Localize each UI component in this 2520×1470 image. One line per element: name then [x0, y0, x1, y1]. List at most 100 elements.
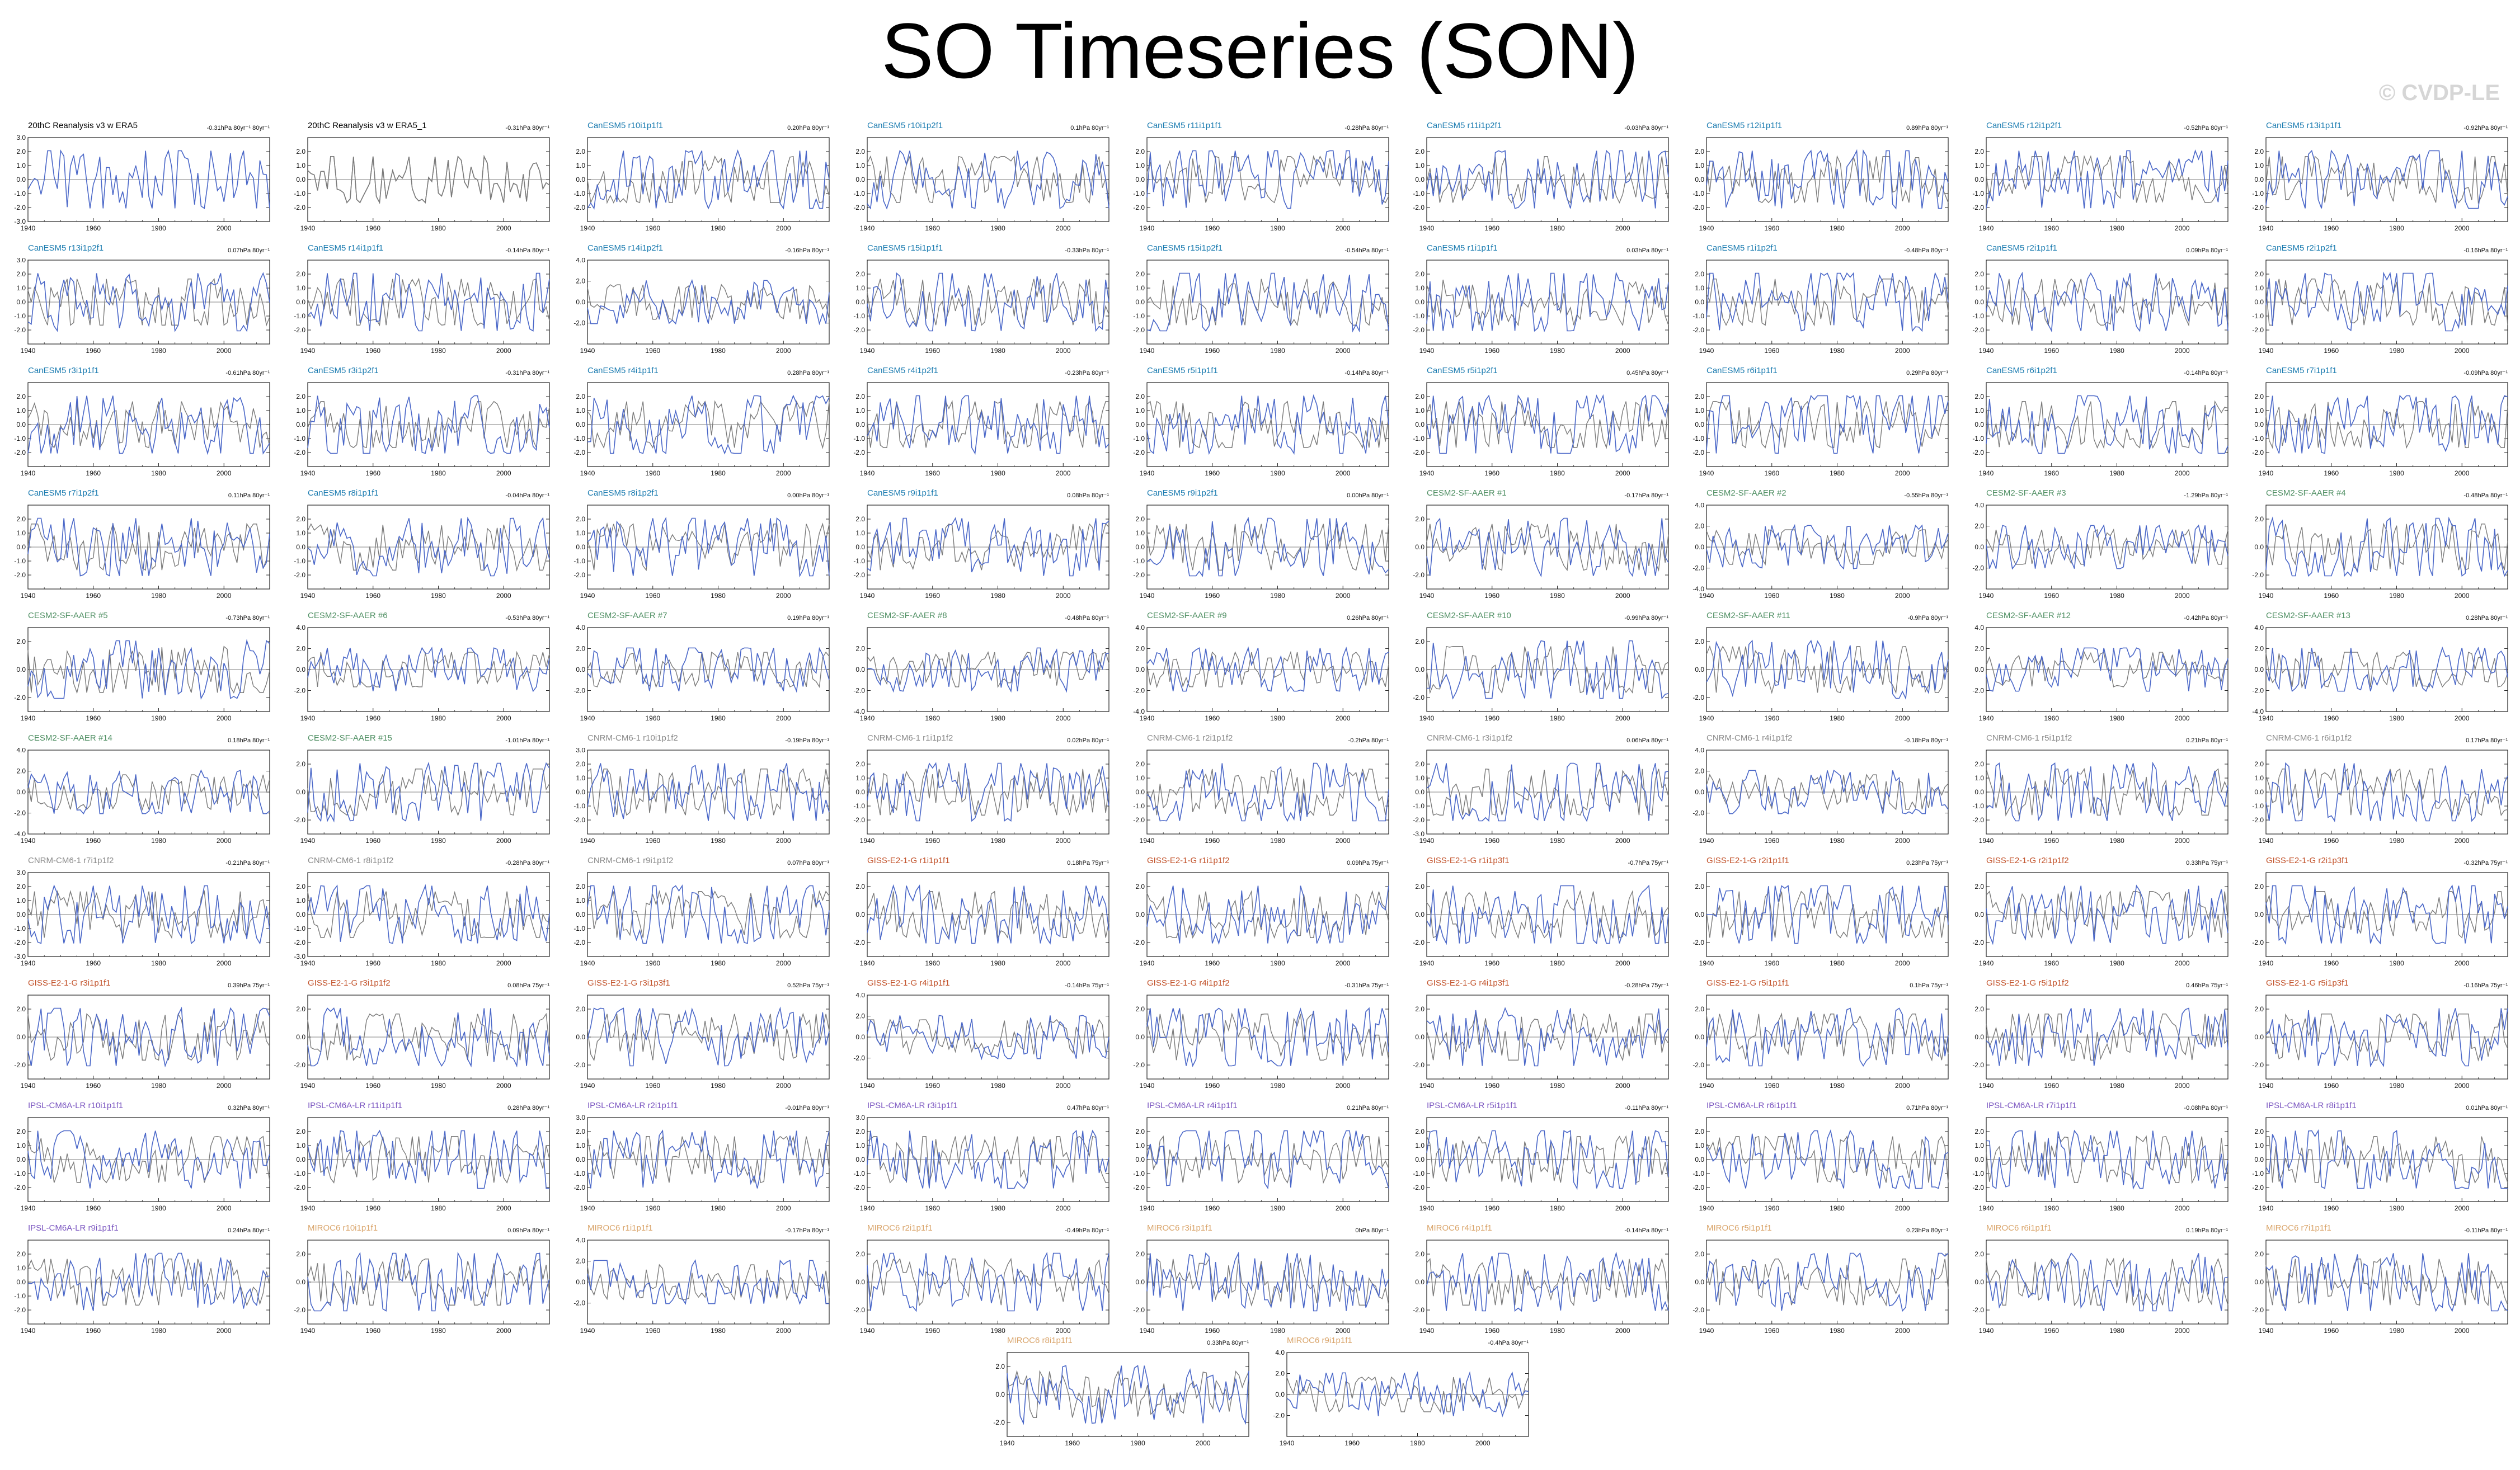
y-tick-label: 2.0 — [1974, 645, 1984, 653]
x-tick-label: 1940 — [300, 714, 316, 722]
x-tick-label: 1940 — [1699, 1204, 1714, 1212]
y-tick-label: 0.0 — [576, 543, 585, 551]
y-tick-label: 1.0 — [576, 1142, 585, 1149]
y-tick-label: 0.0 — [296, 298, 305, 306]
panel-trend: 0.47hPa 80yr⁻¹ — [1067, 1105, 1109, 1111]
panel-chart: 2.0 1.0 0.0 -1.0 -2.0 1940 1960 1980 2000 — [1133, 750, 1389, 845]
y-tick-label: 0.0 — [576, 176, 585, 183]
panel-chart: 2.0 1.0 0.0 -1.0 -2.0 1940 1960 1980 2000 — [1692, 137, 1949, 232]
model-series-line — [27, 272, 270, 333]
x-tick-label: 1980 — [711, 224, 726, 232]
y-tick-label: 2.0 — [1974, 148, 1984, 156]
x-tick-label: 1960 — [86, 714, 101, 722]
y-tick-label: -2.0 — [294, 571, 305, 579]
model-series-line — [587, 149, 830, 210]
obs-series-line — [1706, 1012, 1949, 1062]
panel-title: CanESM5 r1i1p2f1 — [1706, 243, 1778, 253]
obs-series-line — [307, 1258, 550, 1306]
y-tick-label: 0.0 — [1135, 543, 1145, 551]
y-tick-label: -2.0 — [1972, 1184, 1984, 1191]
y-tick-label: -2.0 — [1413, 326, 1424, 334]
x-tick-label: 1940 — [21, 837, 36, 845]
model-series-line — [1706, 149, 1949, 210]
x-tick-label: 1960 — [86, 224, 101, 232]
x-tick-label: 1960 — [645, 224, 660, 232]
x-tick-label: 1960 — [1205, 1082, 1220, 1090]
panel-trend: 0.1hPa 80yr⁻¹ — [1070, 125, 1109, 131]
model-series-line — [1706, 639, 1949, 700]
model-series-line — [307, 646, 550, 692]
model-series-line — [2265, 762, 2508, 823]
y-tick-label: 2.0 — [16, 270, 26, 278]
panel-trend: -0.09hPa 80yr⁻¹ — [2463, 370, 2508, 376]
model-series-line — [2265, 1253, 2508, 1312]
y-tick-label: 2.0 — [1135, 1250, 1145, 1258]
panel-chart: 2.0 1.0 0.0 -1.0 -2.0 1940 1960 1980 2000 — [1413, 137, 1669, 232]
y-tick-label: -2.0 — [14, 939, 26, 946]
y-tick-label: 1.0 — [1135, 529, 1145, 537]
y-tick-label: -2.0 — [1133, 326, 1145, 334]
x-tick-label: 2000 — [1895, 837, 1910, 845]
panel-title: GISS-E2-1-G r4i1p1f1 — [867, 978, 950, 988]
x-tick-label: 1960 — [925, 469, 940, 477]
obs-series-line — [1146, 1135, 1389, 1184]
x-tick-label: 1940 — [1140, 224, 1155, 232]
x-tick-label: 1980 — [1270, 837, 1285, 845]
x-tick-label: 2000 — [2175, 1082, 2190, 1090]
y-tick-label: 2.0 — [1135, 883, 1145, 891]
y-tick-label: -1.0 — [1133, 435, 1145, 442]
panel-trend: -0.17hPa 80yr⁻¹ — [1624, 492, 1668, 499]
panel-title: CanESM5 r4i1p2f1 — [867, 366, 938, 375]
model-series-line — [2265, 149, 2508, 209]
y-tick-label: -2.0 — [294, 816, 305, 824]
x-tick-label: 1940 — [1140, 837, 1155, 845]
panel-chart: 2.0 1.0 0.0 -1.0 -2.0 1940 1960 1980 2000 — [853, 750, 1109, 845]
y-tick-label: 1.0 — [16, 407, 26, 414]
model-series-line — [1007, 1365, 1249, 1425]
panel-trend: 0.33hPa 80yr⁻¹ — [1207, 1340, 1249, 1346]
model-series-line — [1426, 1251, 1669, 1312]
panel-chart: 2.0 0.0 -2.0 1940 1960 1980 2000 — [1692, 872, 1949, 967]
y-tick-label: 1.0 — [1415, 774, 1424, 782]
panel-chart: 2.0 1.0 0.0 -1.0 -2.0 1940 1960 1980 2000 — [294, 382, 550, 477]
x-tick-label: 1980 — [431, 592, 446, 600]
x-tick-label: 2000 — [217, 959, 232, 967]
panel-chart: 2.0 0.0 -2.0 1940 1960 1980 2000 — [1413, 505, 1669, 600]
x-tick-label: 1940 — [1419, 1327, 1435, 1335]
y-tick-label: 2.0 — [2254, 515, 2264, 523]
y-tick-label: 2.0 — [2254, 760, 2264, 768]
y-tick-label: 2.0 — [1135, 515, 1145, 523]
y-tick-label: 0.0 — [1695, 1033, 1704, 1041]
panel-title: CanESM5 r7i1p1f1 — [2266, 366, 2337, 375]
x-tick-label: 1960 — [1764, 837, 1779, 845]
y-tick-label: -1.0 — [2252, 1170, 2264, 1177]
x-tick-label: 2000 — [1196, 1439, 1211, 1447]
y-tick-label: -2.0 — [1133, 571, 1145, 579]
y-tick-label: -2.0 — [14, 1184, 26, 1191]
x-tick-label: 1980 — [151, 347, 166, 355]
panel-trend: 0hPa 80yr⁻¹ — [1355, 1227, 1389, 1234]
model-series-line — [2265, 884, 2508, 945]
panel-chart: 3.0 2.0 1.0 0.0 -1.0 -2.0 1940 1960 1980 2000 — [853, 1115, 1109, 1212]
panel-trend: 0.19hPa 80yr⁻¹ — [787, 615, 829, 621]
y-tick-label: 1.0 — [16, 284, 26, 292]
model-series-line — [1146, 516, 1389, 577]
panel-title: IPSL-CM6A-LR r11i1p1f1 — [308, 1101, 402, 1110]
panel-trend: -0.23hPa 80yr⁻¹ — [1065, 370, 1109, 376]
y-tick-label: 2.0 — [296, 393, 305, 401]
x-tick-label: 1980 — [711, 959, 726, 967]
model-series-line — [867, 762, 1109, 822]
x-tick-label: 2000 — [1895, 714, 1910, 722]
model-series-line — [27, 1006, 270, 1068]
panel-trend: -0.21hPa 80yr⁻¹ — [225, 860, 270, 866]
y-tick-label: -2.0 — [1692, 809, 1704, 817]
x-tick-label: 1980 — [2109, 469, 2124, 477]
y-tick-label: -1.0 — [14, 1170, 26, 1177]
x-tick-label: 1940 — [1699, 469, 1714, 477]
panel-title: CESM2-SF-AAER #8 — [867, 611, 947, 620]
panel-chart: 2.0 0.0 -2.0 1940 1960 1980 2000 — [1133, 995, 1389, 1090]
x-tick-label: 2000 — [1056, 347, 1071, 355]
x-tick-label: 1980 — [990, 1082, 1005, 1090]
x-tick-label: 1940 — [1979, 1204, 1994, 1212]
panel-trend: -0.14hPa 80yr⁻¹ — [2184, 370, 2228, 376]
